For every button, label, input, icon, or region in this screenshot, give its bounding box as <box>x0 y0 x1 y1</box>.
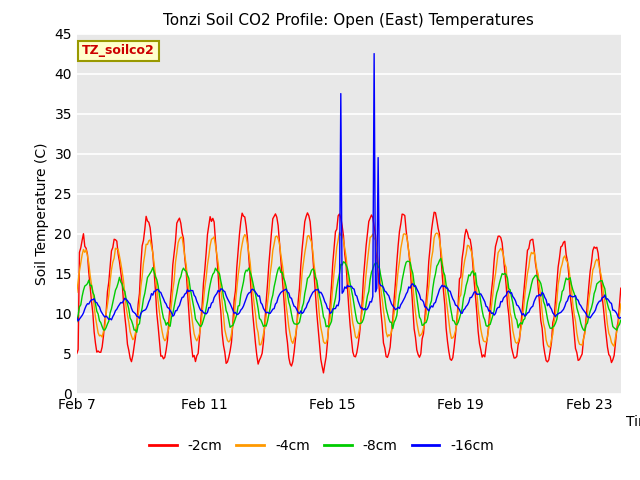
X-axis label: Time: Time <box>625 415 640 429</box>
Y-axis label: Soil Temperature (C): Soil Temperature (C) <box>35 143 49 285</box>
Legend: -2cm, -4cm, -8cm, -16cm: -2cm, -4cm, -8cm, -16cm <box>143 433 500 459</box>
Text: TZ_soilco2: TZ_soilco2 <box>82 44 155 58</box>
Title: Tonzi Soil CO2 Profile: Open (East) Temperatures: Tonzi Soil CO2 Profile: Open (East) Temp… <box>163 13 534 28</box>
